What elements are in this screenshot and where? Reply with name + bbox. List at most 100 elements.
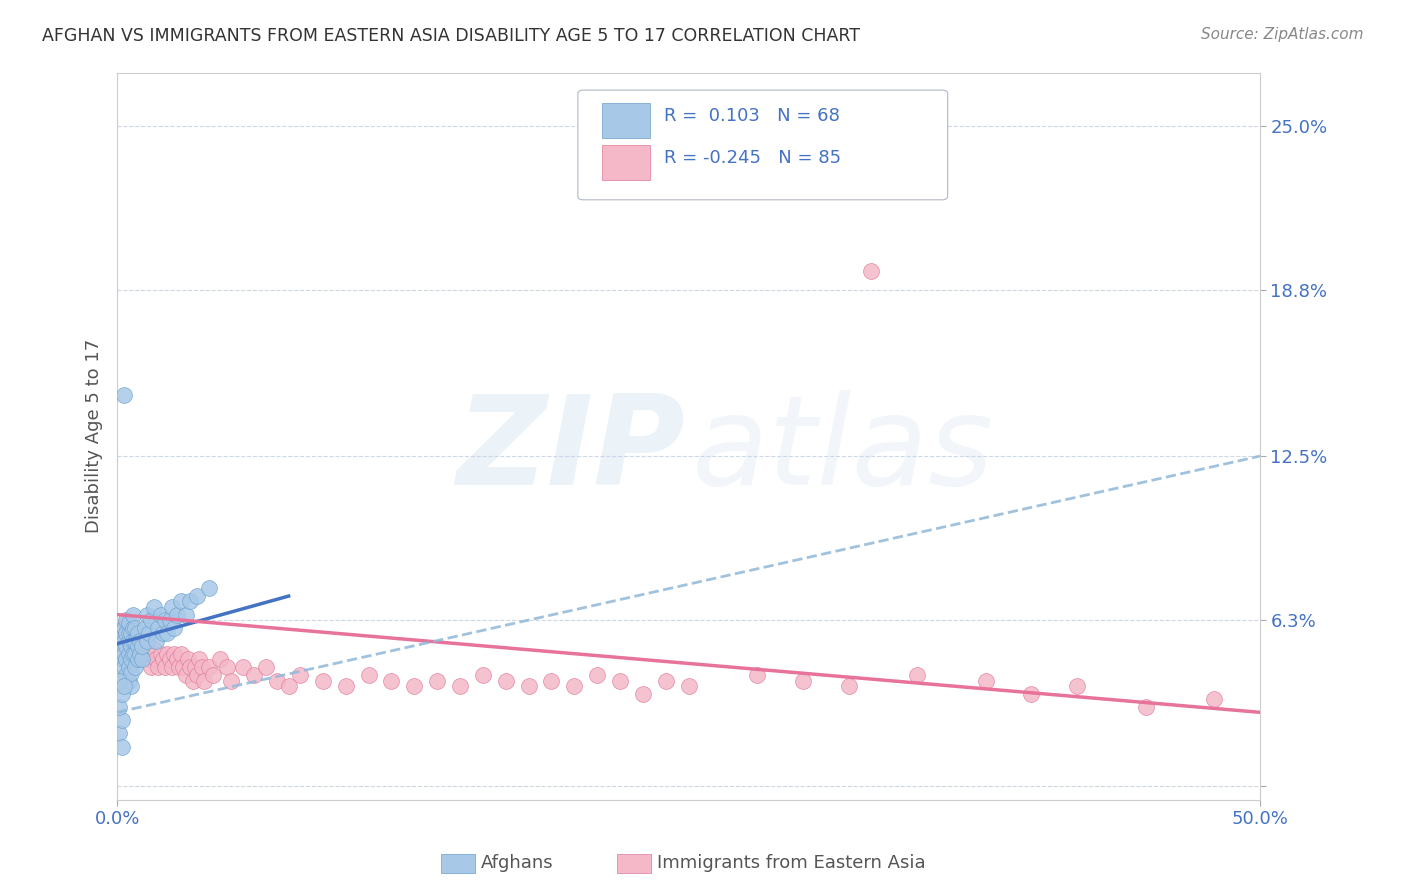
Point [163,621,186,635]
Point [838,679,860,693]
Point [112,621,135,635]
Point [120,652,142,666]
Point [124,621,146,635]
Point [122,634,145,648]
Point [122,607,145,622]
Point [115,626,138,640]
Point [145,652,167,666]
Point [135,634,157,648]
Point [188,652,211,666]
Point [678,679,700,693]
Point [186,589,208,603]
Point [149,647,172,661]
Point [117,615,139,630]
Point [1066,679,1088,693]
Point [117,634,139,648]
Point [120,652,142,666]
Point [122,621,145,635]
Point [197,581,219,595]
Point [122,621,145,635]
Point [112,634,135,648]
Point [117,626,139,640]
Point [127,647,149,661]
Text: Afghans: Afghans [481,855,554,872]
Point [148,660,170,674]
Point [221,673,243,688]
Point [159,652,181,666]
Point [122,647,145,661]
Point [449,679,471,693]
Point [141,647,163,661]
Point [792,673,814,688]
Point [115,668,138,682]
Point [166,607,188,622]
Point [141,613,163,627]
Point [112,634,135,648]
Point [142,642,165,657]
Point [152,626,174,640]
Point [124,629,146,643]
Point [209,652,232,666]
Point [112,388,135,402]
Point [404,679,426,693]
Point [184,660,207,674]
Point [243,668,266,682]
Point [111,642,134,657]
Point [181,673,204,688]
Text: Immigrants from Eastern Asia: Immigrants from Eastern Asia [657,855,925,872]
Point [108,647,131,661]
Point [122,634,145,648]
Point [156,626,179,640]
Point [117,660,139,674]
Point [111,652,134,666]
Point [609,673,631,688]
Point [127,640,149,654]
Point [111,626,134,640]
Point [111,739,134,754]
Point [108,726,131,740]
Point [124,660,146,674]
Point [134,621,156,635]
Point [163,647,186,661]
Point [179,594,201,608]
Point [141,660,163,674]
Point [120,679,142,693]
Point [312,673,335,688]
Point [860,264,883,278]
Point [202,668,225,682]
Point [380,673,402,688]
Point [138,626,160,640]
Point [108,700,131,714]
Point [655,673,678,688]
Point [174,668,197,682]
Point [1135,700,1157,714]
Point [117,621,139,635]
Point [120,640,142,654]
Point [117,647,139,661]
Point [117,673,139,688]
Point [111,687,134,701]
Point [905,668,928,682]
Point [135,607,157,622]
Point [111,626,134,640]
Point [426,673,449,688]
Point [120,626,142,640]
Point [115,626,138,640]
Point [112,660,135,674]
Point [131,652,153,666]
Point [142,599,165,614]
Point [124,647,146,661]
Point [277,679,299,693]
Point [129,652,152,666]
Point [1021,687,1043,701]
Point [232,660,254,674]
Point [586,668,609,682]
Point [562,679,585,693]
Point [186,668,208,682]
Y-axis label: Disability Age 5 to 17: Disability Age 5 to 17 [86,339,103,533]
Point [153,613,176,627]
Point [172,660,194,674]
Point [160,599,183,614]
Point [152,652,174,666]
Point [112,647,135,661]
